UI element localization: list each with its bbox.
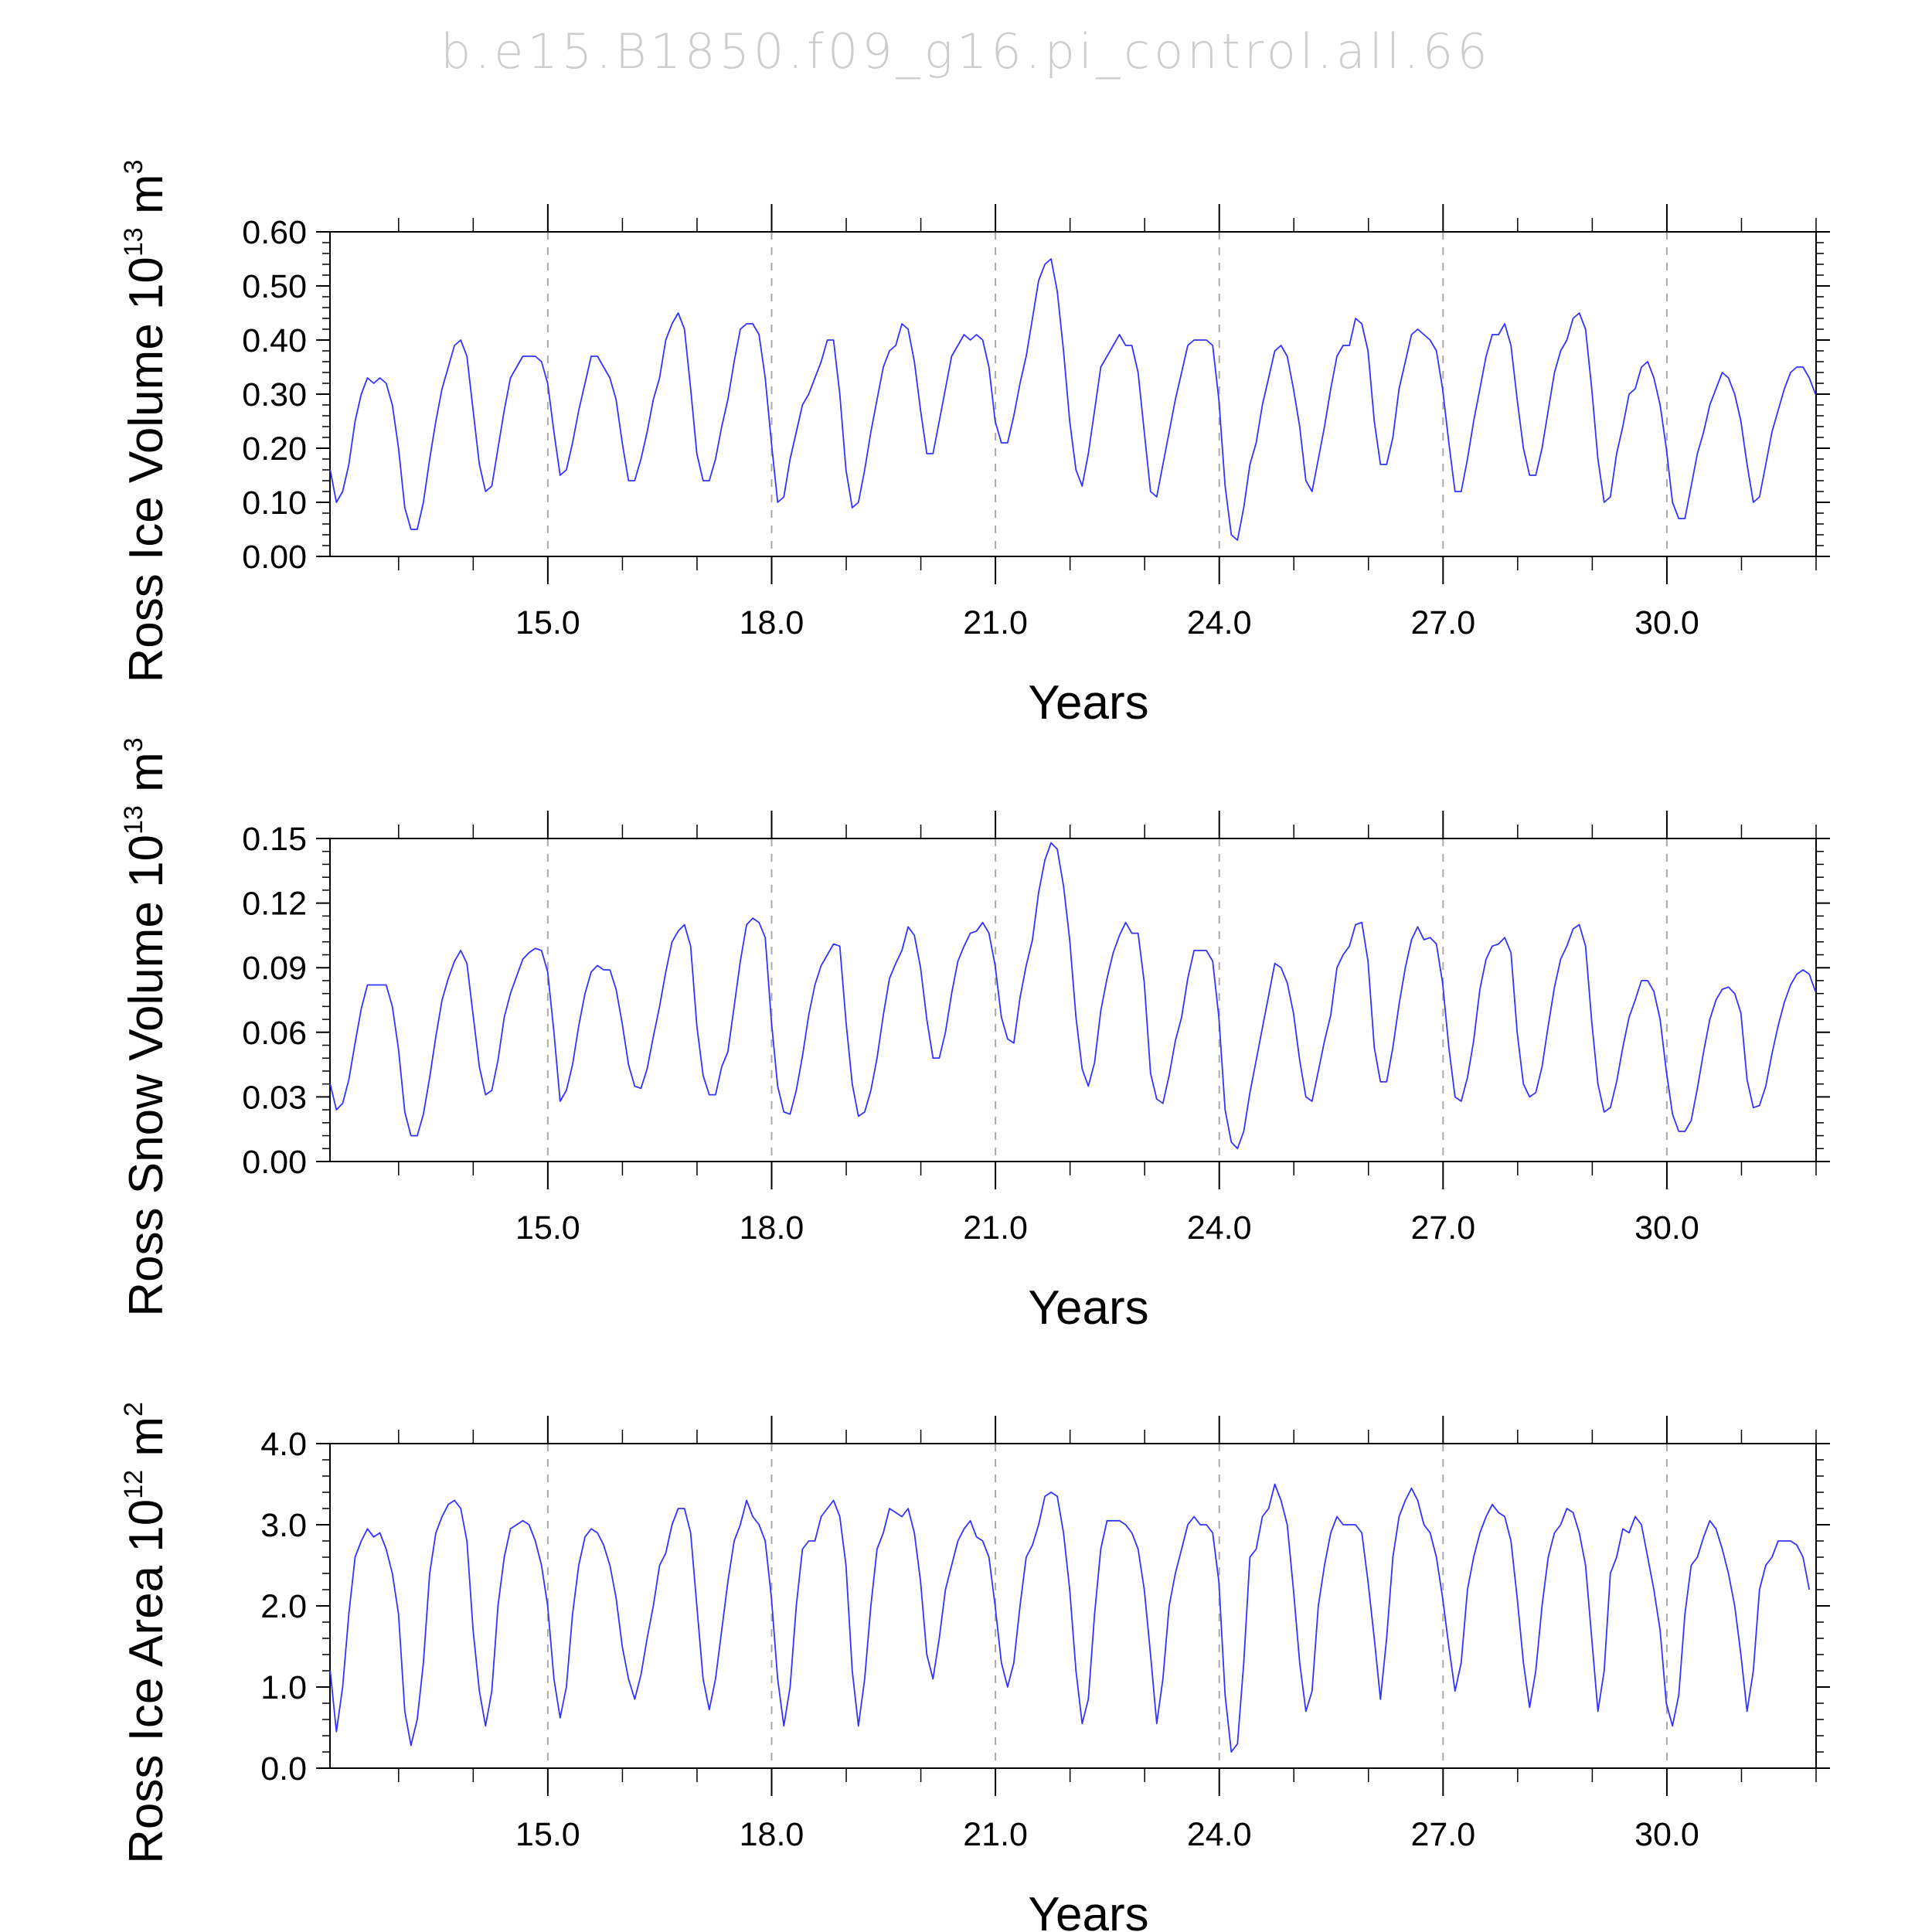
- x-tick-label: 21.0: [963, 604, 1028, 641]
- series-line-1: [329, 842, 1817, 1150]
- y-axis-title: Ross Snow Volume 1013 m3: [119, 737, 173, 1316]
- plot-frame: [329, 231, 1817, 557]
- y-tick-label: 2.0: [260, 1588, 307, 1625]
- y-tick-label: 0.40: [242, 322, 307, 359]
- y-tick-label: 0.06: [242, 1015, 307, 1052]
- x-tick-label: 15.0: [515, 604, 580, 641]
- figure-title: b.e15.B1850.f09_g16.pi_control.all.66: [440, 23, 1492, 80]
- y-tick-label: 0.50: [242, 268, 307, 305]
- series-line-1: [329, 1483, 1811, 1753]
- y-axis-title: Ross Ice Area 1012 m2: [119, 1402, 173, 1864]
- y-tick-label: 0.0: [260, 1750, 307, 1787]
- plot-frame: [329, 838, 1817, 1162]
- y-tick-label: 0.00: [242, 1144, 307, 1181]
- x-tick-label: 30.0: [1634, 1209, 1699, 1247]
- x-tick-label: 30.0: [1634, 604, 1699, 641]
- series-line-1: [329, 258, 1817, 541]
- x-tick-label: 27.0: [1410, 1209, 1475, 1247]
- y-tick-label: 0.09: [242, 950, 307, 987]
- y-tick-label: 4.0: [260, 1426, 307, 1463]
- x-axis-title: Years: [1028, 1281, 1148, 1335]
- y-tick-label: 1.0: [260, 1669, 307, 1706]
- plots: 0.00 0.10 0.20 0.30 0.40 0.50 0.60 15.0 18.0 21.0…: [119, 159, 1830, 1932]
- y-tick-label: 0.03: [242, 1079, 307, 1116]
- y-tick-label: 0.60: [242, 214, 307, 251]
- y-tick-label: 0.12: [242, 886, 307, 923]
- panel-3: 0.0 1.0 2.0 3.0 4.0 15.0 18.0 21.0 24.0 27.0 30.0 Y…: [119, 1402, 1830, 1932]
- x-tick-label: 24.0: [1187, 604, 1252, 641]
- y-tick-label: 3.0: [260, 1507, 307, 1544]
- x-tick-label: 30.0: [1634, 1816, 1699, 1853]
- panel-1: 0.00 0.10 0.20 0.30 0.40 0.50 0.60 15.0 18.0 21.0…: [119, 159, 1830, 730]
- x-tick-label: 15.0: [515, 1816, 580, 1853]
- panel-2: 0.00 0.03 0.06 0.09 0.12 0.15 15.0 18.0 21.0 24.0…: [119, 737, 1830, 1335]
- y-tick-label: 0.10: [242, 485, 307, 522]
- y-tick-label: 0.30: [242, 376, 307, 413]
- x-tick-label: 18.0: [740, 1816, 804, 1853]
- x-tick-label: 21.0: [963, 1209, 1028, 1247]
- y-tick-label: 0.00: [242, 539, 307, 576]
- plot-frame: [329, 1443, 1817, 1769]
- x-tick-label: 21.0: [963, 1816, 1028, 1853]
- y-tick-label: 0.15: [242, 821, 307, 858]
- x-tick-label: 18.0: [740, 604, 804, 641]
- x-tick-label: 27.0: [1410, 604, 1475, 641]
- x-tick-label: 24.0: [1187, 1209, 1252, 1247]
- x-tick-label: 15.0: [515, 1209, 580, 1247]
- x-tick-label: 24.0: [1187, 1816, 1252, 1853]
- x-tick-label: 18.0: [740, 1209, 804, 1247]
- x-tick-label: 27.0: [1410, 1816, 1475, 1853]
- x-axis-title: Years: [1028, 676, 1148, 730]
- y-tick-label: 0.20: [242, 430, 307, 468]
- y-axis-title: Ross Ice Volume 1013 m3: [119, 159, 173, 682]
- x-axis-title: Years: [1028, 1888, 1148, 1932]
